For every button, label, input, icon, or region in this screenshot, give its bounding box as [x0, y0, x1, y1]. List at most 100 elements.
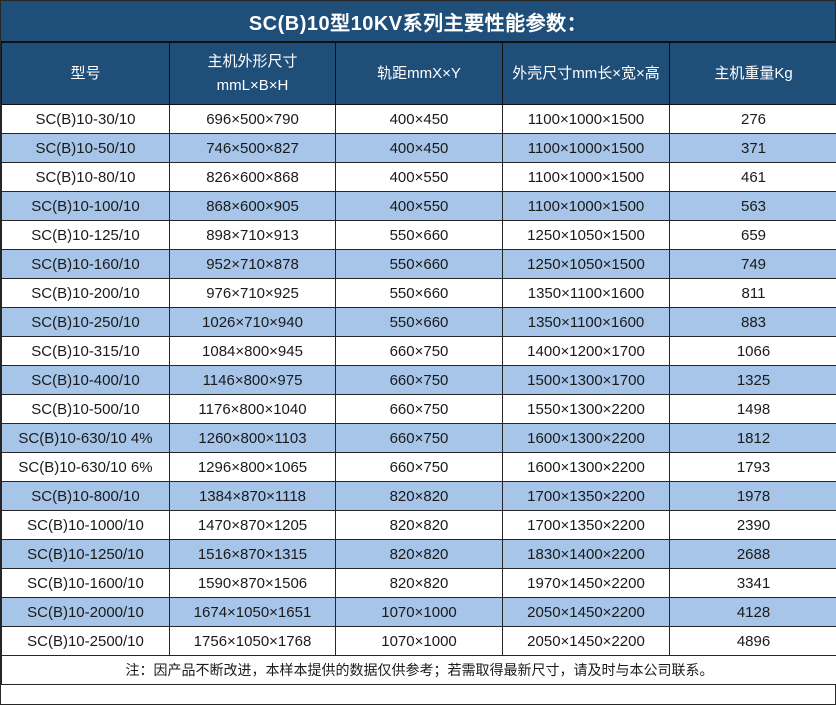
- table-cell: SC(B)10-125/10: [1, 220, 170, 250]
- table-cell: 660×750: [335, 336, 503, 366]
- table-cell: SC(B)10-1250/10: [1, 539, 170, 569]
- table-cell: 1498: [669, 394, 836, 424]
- table-cell: 696×500×790: [169, 104, 336, 134]
- table-cell: 660×750: [335, 365, 503, 395]
- table-row: SC(B)10-125/10 898×710×913 550×660 1250×105…: [1, 220, 836, 250]
- table-cell: SC(B)10-1600/10: [1, 568, 170, 598]
- table-cell: SC(B)10-2000/10: [1, 597, 170, 627]
- table-cell: 3341: [669, 568, 836, 598]
- table-cell: 1176×800×1040: [169, 394, 336, 424]
- table-cell: 1500×1300×1700: [502, 365, 670, 395]
- table-cell: 400×450: [335, 133, 503, 163]
- footer-row: 注：因产品不断改进，本样本提供的数据仅供参考；若需取得最新尺寸，请及时与本公司联…: [1, 655, 836, 685]
- table-cell: 2390: [669, 510, 836, 540]
- column-header-0: 型号: [1, 42, 170, 105]
- table-cell: 1812: [669, 423, 836, 453]
- table-row: SC(B)10-630/10 4% 1260×800×1103 660×750 160…: [1, 423, 836, 453]
- table-cell: 659: [669, 220, 836, 250]
- table-cell: 868×600×905: [169, 191, 336, 221]
- table-cell: SC(B)10-100/10: [1, 191, 170, 221]
- table-row: SC(B)10-50/10 746×500×827 400×450 1100×1000…: [1, 133, 836, 163]
- table-cell: 820×820: [335, 568, 503, 598]
- table-cell: 550×660: [335, 220, 503, 250]
- title-bar: SC(B)10型10KV系列主要性能参数：: [1, 1, 835, 42]
- table-cell: 1590×870×1506: [169, 568, 336, 598]
- table-cell: SC(B)10-1000/10: [1, 510, 170, 540]
- table-row: SC(B)10-800/10 1384×870×1118 820×820 1700×1…: [1, 481, 836, 511]
- table-cell: 1296×800×1065: [169, 452, 336, 482]
- table-cell: SC(B)10-160/10: [1, 249, 170, 279]
- table-cell: 1400×1200×1700: [502, 336, 670, 366]
- table-cell: 976×710×925: [169, 278, 336, 308]
- table-cell: 1550×1300×2200: [502, 394, 670, 424]
- table-cell: 1084×800×945: [169, 336, 336, 366]
- table-cell: 276: [669, 104, 836, 134]
- table-cell: 820×820: [335, 539, 503, 569]
- table-cell: 746×500×827: [169, 133, 336, 163]
- table-cell: 1350×1100×1600: [502, 278, 670, 308]
- table-row: SC(B)10-80/10 826×600×868 400×550 1100×1000…: [1, 162, 836, 192]
- table-row: SC(B)10-30/10 696×500×790 400×450 1100×1000…: [1, 104, 836, 134]
- table-cell: 400×450: [335, 104, 503, 134]
- table-cell: 749: [669, 249, 836, 279]
- footer-note: 注：因产品不断改进，本样本提供的数据仅供参考；若需取得最新尺寸，请及时与本公司联…: [1, 655, 836, 685]
- table-cell: 660×750: [335, 394, 503, 424]
- table-cell: 1070×1000: [335, 626, 503, 656]
- table-cell: 1350×1100×1600: [502, 307, 670, 337]
- table-row: SC(B)10-630/10 6% 1296×800×1065 660×750 160…: [1, 452, 836, 482]
- table-cell: 811: [669, 278, 836, 308]
- table-cell: 1700×1350×2200: [502, 481, 670, 511]
- table-row: SC(B)10-1250/10 1516×870×1315 820×820 1830×…: [1, 539, 836, 569]
- table-cell: 660×750: [335, 452, 503, 482]
- page-title: SC(B)10型10KV系列主要性能参数：: [248, 12, 588, 35]
- table-cell: 1070×1000: [335, 597, 503, 627]
- column-header-4: 主机重量Kg: [669, 42, 836, 105]
- table-cell: SC(B)10-80/10: [1, 162, 170, 192]
- table-cell: 400×550: [335, 162, 503, 192]
- table-cell: 883: [669, 307, 836, 337]
- table-cell: 550×660: [335, 307, 503, 337]
- table-row: SC(B)10-500/10 1176×800×1040 660×750 1550×1…: [1, 394, 836, 424]
- table-cell: SC(B)10-400/10: [1, 365, 170, 395]
- table-cell: SC(B)10-315/10: [1, 336, 170, 366]
- table-cell: 1100×1000×1500: [502, 133, 670, 163]
- table-cell: 550×660: [335, 278, 503, 308]
- table-cell: SC(B)10-800/10: [1, 481, 170, 511]
- table-cell: 563: [669, 191, 836, 221]
- table-cell: 1026×710×940: [169, 307, 336, 337]
- table-cell: 1100×1000×1500: [502, 104, 670, 134]
- table-cell: 1600×1300×2200: [502, 423, 670, 453]
- table-cell: 1793: [669, 452, 836, 482]
- table-cell: 1674×1050×1651: [169, 597, 336, 627]
- table-cell: SC(B)10-250/10: [1, 307, 170, 337]
- table-cell: 550×660: [335, 249, 503, 279]
- column-header-3: 外壳尺寸mm长×宽×高: [502, 42, 670, 105]
- table-cell: 1250×1050×1500: [502, 249, 670, 279]
- table-row: SC(B)10-250/10 1026×710×940 550×660 1350×11…: [1, 307, 836, 337]
- column-header-1: 主机外形尺寸 mmL×B×H: [169, 42, 336, 105]
- table-cell: 952×710×878: [169, 249, 336, 279]
- table-cell: 660×750: [335, 423, 503, 453]
- table-cell: 1250×1050×1500: [502, 220, 670, 250]
- table-row: SC(B)10-200/10 976×710×925 550×660 1350×110…: [1, 278, 836, 308]
- table-row: SC(B)10-315/10 1084×800×945 660×750 1400×12…: [1, 336, 836, 366]
- table-cell: SC(B)10-500/10: [1, 394, 170, 424]
- table-cell: 1600×1300×2200: [502, 452, 670, 482]
- table-cell: 898×710×913: [169, 220, 336, 250]
- table-body: SC(B)10-30/10 696×500×790 400×450 1100×1000…: [1, 104, 836, 656]
- table-cell: 1066: [669, 336, 836, 366]
- table-cell: SC(B)10-630/10 4%: [1, 423, 170, 453]
- table-cell: 461: [669, 162, 836, 192]
- table-cell: 2050×1450×2200: [502, 597, 670, 627]
- spec-table: 型号 主机外形尺寸 mmL×B×H 轨距mmX×Y 外壳尺寸mm长×宽×高 主机重量Kg …: [1, 42, 836, 685]
- table-cell: 1700×1350×2200: [502, 510, 670, 540]
- table-cell: 1325: [669, 365, 836, 395]
- table-row: SC(B)10-1600/10 1590×870×1506 820×820 1970×…: [1, 568, 836, 598]
- table-row: SC(B)10-400/10 1146×800×975 660×750 1500×13…: [1, 365, 836, 395]
- column-header-2: 轨距mmX×Y: [335, 42, 503, 105]
- table-cell: 820×820: [335, 481, 503, 511]
- table-cell: 1970×1450×2200: [502, 568, 670, 598]
- table-cell: 1100×1000×1500: [502, 162, 670, 192]
- table-cell: 1384×870×1118: [169, 481, 336, 511]
